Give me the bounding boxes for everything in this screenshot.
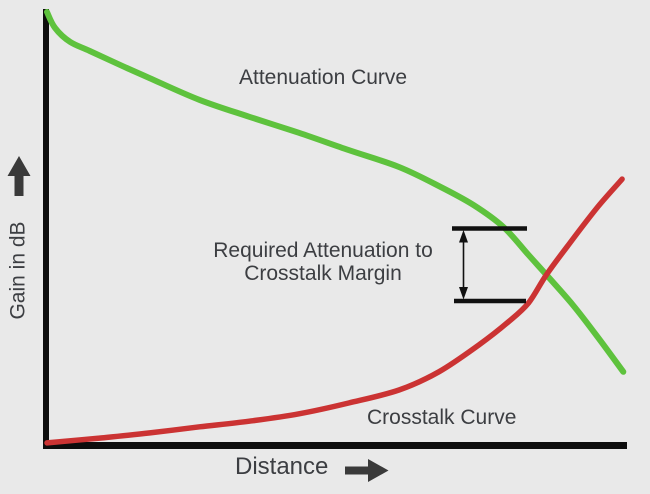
series-layer [44, 9, 627, 446]
y-axis-label: Gain in dB [6, 221, 30, 320]
margin-annotation-label: Required Attenuation to Crosstalk Margin [205, 239, 441, 285]
up-arrow-icon [7, 156, 31, 196]
crosstalk-curve [44, 176, 625, 446]
right-arrow-icon [345, 459, 389, 482]
crosstalk-curve-label: Crosstalk Curve [367, 406, 517, 429]
x-axis-label: Distance [235, 453, 329, 480]
attenuation-curve-label: Attenuation Curve [239, 66, 408, 89]
margin-annotation-line2: Crosstalk Margin [244, 262, 402, 285]
margin-annotation-line1: Required Attenuation to [213, 239, 433, 262]
vertical-double-arrow-icon [459, 230, 468, 300]
